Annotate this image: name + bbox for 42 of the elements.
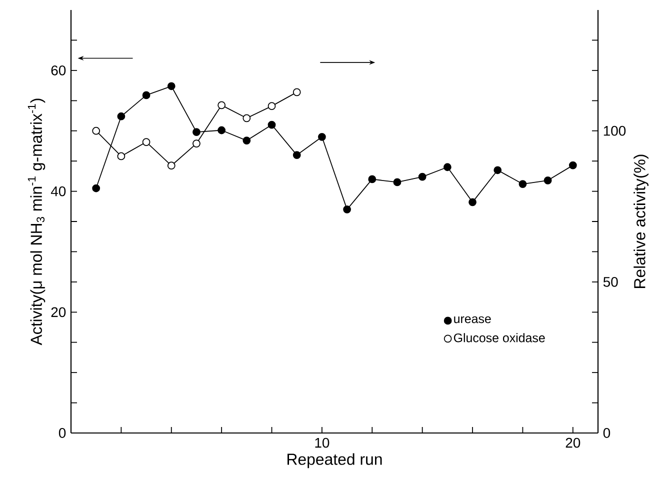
legend-label: urease: [454, 316, 491, 324]
point: [568, 161, 577, 170]
point: [117, 152, 126, 160]
point: [393, 178, 402, 186]
y-tick-label: 20: [51, 307, 66, 318]
point: [142, 138, 150, 146]
point: [292, 151, 301, 159]
point: [167, 82, 176, 90]
point: [292, 88, 301, 96]
y-tick-label: 40: [50, 186, 66, 196]
y2-axis-title: Relative activity(%): [634, 154, 648, 288]
point: [192, 128, 200, 136]
point: [242, 136, 251, 144]
point: [443, 163, 452, 172]
point: [218, 126, 226, 134]
point: [544, 176, 552, 184]
point: [92, 126, 100, 135]
point: [92, 184, 100, 192]
y-tick-label: 60: [51, 65, 66, 76]
point: [318, 132, 326, 141]
point: [242, 114, 251, 122]
y2-tick-label: 100: [604, 126, 626, 136]
point: [218, 101, 226, 110]
x-axis-title: Repeated run: [288, 453, 382, 468]
point: [494, 166, 502, 174]
y-tick-label: 0: [58, 428, 66, 438]
y-axis-title: Activity(μ mol NH$_{3}$ min$^{-1}$ g-matrix$^{-1}$): [28, 98, 46, 346]
point: [142, 91, 150, 100]
point: [368, 175, 376, 184]
y2-tick-label: 0: [603, 428, 610, 438]
point: [418, 172, 426, 181]
legend-label: Glucose oxidase: [454, 333, 545, 342]
point: [117, 112, 126, 120]
point: [343, 205, 351, 214]
point: [268, 120, 276, 129]
x-tick-label: 10: [315, 438, 330, 448]
y2-tick-label: 50: [603, 276, 618, 287]
point: [518, 180, 527, 188]
point: [268, 102, 276, 110]
point: [192, 140, 200, 148]
point: [167, 162, 176, 170]
point: [468, 198, 476, 206]
